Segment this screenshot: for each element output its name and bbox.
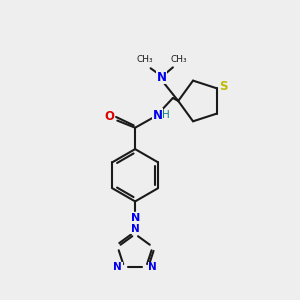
Text: CH₃: CH₃	[170, 55, 187, 64]
Text: H: H	[163, 110, 170, 120]
Text: N: N	[113, 262, 122, 272]
Text: O: O	[105, 110, 115, 123]
Text: N: N	[157, 71, 167, 84]
Text: N: N	[131, 224, 140, 234]
Text: S: S	[219, 80, 228, 93]
Text: N: N	[130, 213, 140, 223]
Text: N: N	[148, 262, 157, 272]
Text: CH₃: CH₃	[136, 56, 153, 64]
Text: N: N	[152, 109, 162, 122]
